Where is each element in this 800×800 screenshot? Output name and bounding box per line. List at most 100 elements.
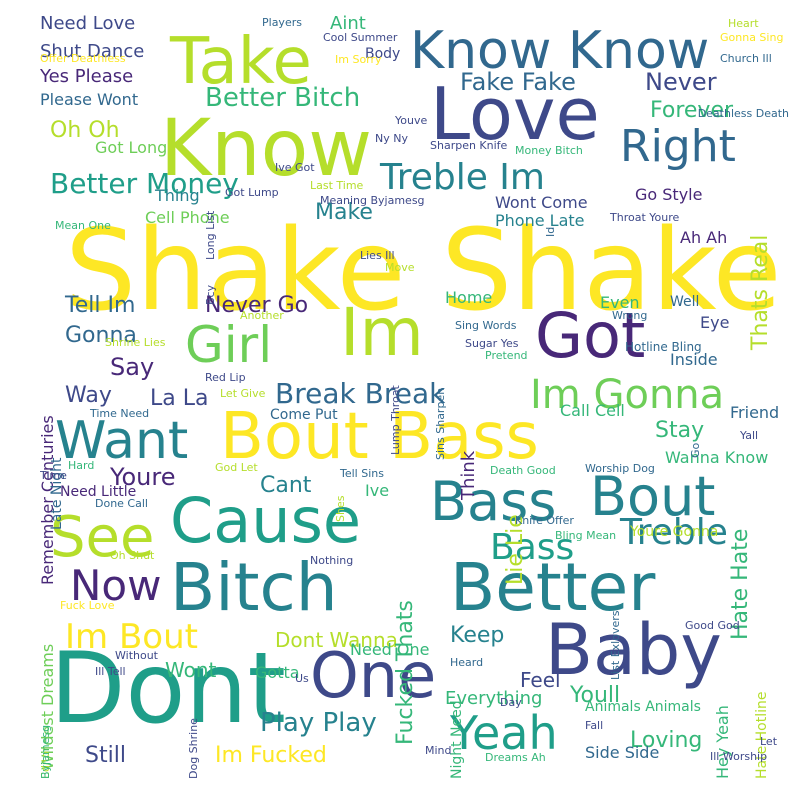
- cloud-word: Know Know: [410, 21, 710, 81]
- cloud-word: Say: [110, 353, 155, 381]
- cloud-word: Eye: [700, 313, 730, 332]
- cloud-word: Yes Please: [40, 66, 134, 87]
- cloud-word: Id: [544, 226, 557, 237]
- cloud-word: Cause: [170, 484, 362, 557]
- cloud-word: Dreams Ah: [485, 751, 546, 764]
- cloud-word: Day: [500, 696, 522, 709]
- cloud-word: Money Bitch: [515, 144, 583, 157]
- cloud-word: Sing Words: [455, 319, 517, 332]
- cloud-word: Body: [365, 46, 401, 62]
- cloud-word: Gonna: [65, 323, 137, 348]
- cloud-word: Ive Got: [275, 161, 315, 174]
- cloud-word: Need Love: [40, 13, 136, 34]
- cloud-word: Mean One: [55, 219, 111, 232]
- cloud-word: Never Go: [205, 293, 309, 318]
- cloud-word: Im: [340, 294, 424, 371]
- cloud-word: Wont: [165, 658, 217, 682]
- cloud-word: Hey Yeah: [713, 705, 732, 779]
- cloud-word: Bass: [490, 527, 575, 568]
- cloud-word: Tell Sins: [340, 467, 384, 480]
- cloud-word: One: [310, 639, 437, 712]
- cloud-word: Meaning Byjamesg: [320, 194, 425, 207]
- cloud-word: Inside: [670, 350, 718, 369]
- cloud-word: Animals Animals: [585, 699, 701, 715]
- cloud-word: Dog Shrine: [187, 718, 200, 779]
- cloud-word: Bass: [430, 470, 557, 533]
- cloud-word: Everything: [445, 688, 543, 709]
- cloud-word: Move: [385, 261, 415, 274]
- cloud-word: Better: [450, 549, 656, 626]
- cloud-word: Tell Im: [65, 293, 136, 318]
- cloud-word: Let: [760, 735, 778, 748]
- cloud-word: Shrine Lies: [105, 336, 166, 349]
- cloud-word: Nothing: [310, 554, 354, 567]
- cloud-word: Need Little: [60, 484, 137, 500]
- cloud-word: Im Gonna: [530, 372, 725, 418]
- cloud-word: Forever: [650, 98, 734, 123]
- cloud-word: Fall: [585, 719, 604, 732]
- cloud-word: Friend: [730, 403, 780, 422]
- cloud-word: Take: [170, 25, 312, 99]
- cloud-word: Never: [645, 68, 717, 96]
- cloud-word: Sharpen Knife: [430, 139, 508, 152]
- cloud-word: Please Wont: [40, 90, 139, 109]
- cloud-word: Baby: [545, 609, 722, 691]
- cloud-word: Know: [160, 104, 373, 194]
- cloud-word: Offer Deathless: [40, 52, 126, 65]
- cloud-word: Even: [600, 293, 640, 312]
- cloud-word: Ill Tell: [95, 665, 126, 678]
- cloud-word: Good God: [685, 619, 740, 632]
- cloud-word: Loving: [630, 728, 703, 753]
- cloud-word: Ah Ah: [680, 228, 728, 247]
- cloud-word: Cell Phone: [145, 208, 230, 227]
- cloud-word: Time Need: [90, 407, 150, 420]
- cloud-word: Night Need: [449, 700, 465, 779]
- cloud-word: Im Fucked: [215, 743, 327, 768]
- cloud-word: Feel: [520, 668, 561, 692]
- cloud-word: Let Give: [220, 387, 266, 400]
- cloud-word: Another: [240, 309, 284, 322]
- cloud-word: Think: [458, 450, 479, 500]
- cloud-word: Youre Gonna: [630, 524, 719, 540]
- cloud-word: Church Ill: [720, 52, 772, 65]
- cloud-word: Keep: [450, 623, 505, 648]
- cloud-word: Wrong: [612, 309, 648, 322]
- cloud-word: Thats Real: [748, 234, 773, 350]
- cloud-word: Deathless Death: [697, 107, 789, 120]
- cloud-word: Worship Dog: [585, 462, 655, 475]
- cloud-word: Way: [65, 383, 112, 408]
- cloud-word: Pretend: [485, 349, 528, 362]
- cloud-word: Byjamesg: [40, 724, 52, 779]
- cloud-word: Shake Shake: [65, 206, 782, 336]
- cloud-word: Yeah: [450, 706, 558, 760]
- cloud-word: Bitch: [170, 549, 338, 626]
- cloud-word: Fake Fake: [460, 68, 576, 96]
- cloud-word: Heard: [450, 656, 484, 669]
- cloud-word: Go Style: [635, 185, 703, 204]
- cloud-word: Play Play: [260, 708, 377, 738]
- cloud-word: Treble: [620, 512, 728, 553]
- cloud-word: Wanna Know: [665, 448, 769, 467]
- cloud-word: Got Lump: [225, 186, 279, 199]
- cloud-word: Got Long: [95, 138, 168, 157]
- cloud-word: Us: [295, 672, 309, 685]
- cloud-word: Want: [55, 411, 189, 471]
- cloud-word: Treble Im: [380, 157, 545, 198]
- cloud-word: List Exlovers: [609, 610, 622, 680]
- cloud-word: Mind: [425, 744, 452, 757]
- cloud-word: Home: [445, 288, 493, 307]
- cloud-word: Ive: [365, 481, 390, 500]
- cloud-word: Oh Shut: [110, 549, 155, 562]
- cloud-word: La La: [150, 386, 209, 411]
- word-cloud-frame: Shake Shake Know Love Take Know Know Dont Bout…: [40, 10, 790, 780]
- cloud-word: Make: [315, 200, 373, 225]
- cloud-word: Im Sorry: [335, 53, 382, 66]
- cloud-word: Death Good: [490, 464, 556, 477]
- cloud-word: Sins Sharpen: [434, 387, 447, 460]
- cloud-word: Players: [262, 16, 302, 29]
- cloud-word: Knife Offer: [515, 514, 574, 527]
- cloud-word: Love: [430, 72, 600, 156]
- cloud-word: Wont Come: [495, 193, 588, 212]
- cloud-word: Break Break: [275, 377, 446, 410]
